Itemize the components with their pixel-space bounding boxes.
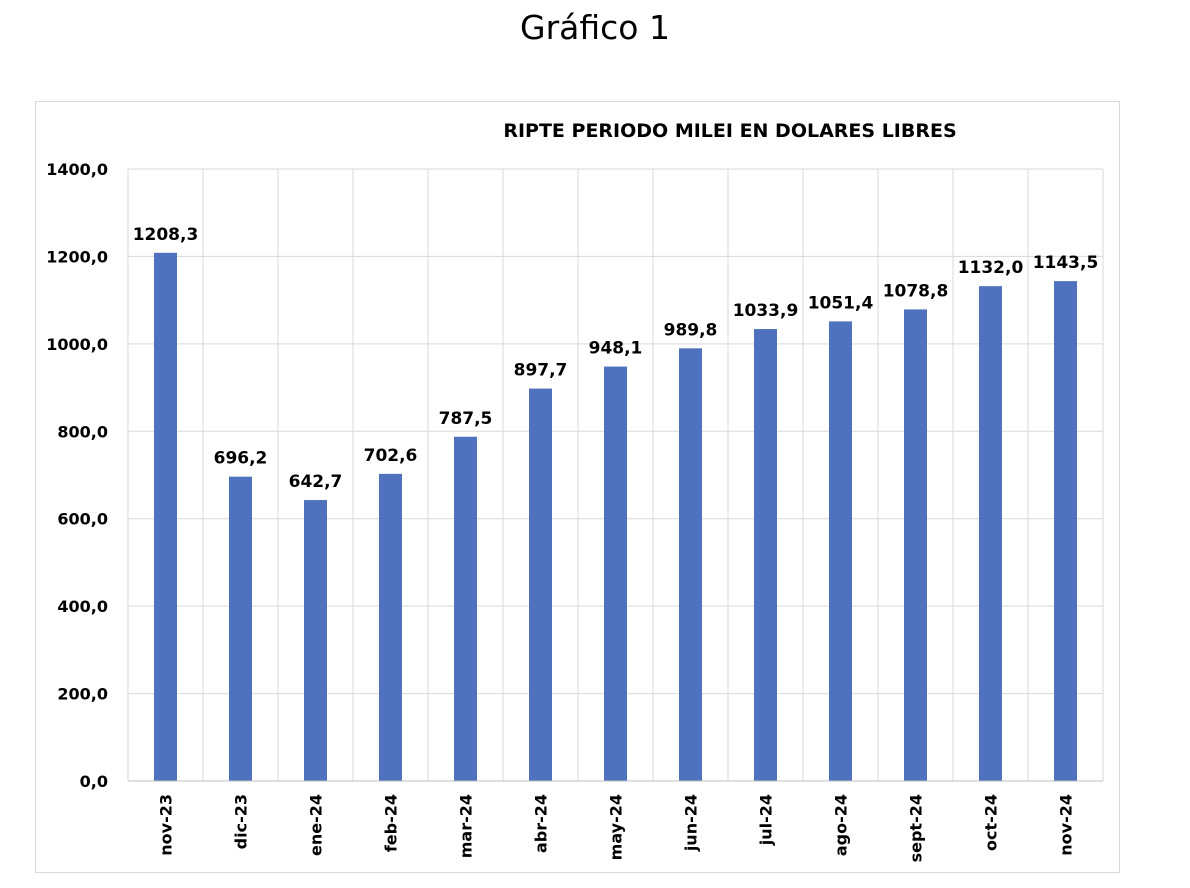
bar xyxy=(229,476,252,781)
data-label: 897,7 xyxy=(514,361,568,381)
x-category-label: ago-24 xyxy=(832,794,851,856)
y-tick-label: 600,0 xyxy=(57,510,108,529)
data-labels: 1208,3 696,2 642,7 702,6 787,5 897,7 948,1 989,… xyxy=(133,225,1099,492)
x-category-label: jun-24 xyxy=(682,794,701,852)
x-category-label: jul-24 xyxy=(757,794,776,846)
x-category-label: dic-23 xyxy=(232,794,251,849)
data-label: 1132,0 xyxy=(958,258,1024,278)
bar xyxy=(529,388,552,781)
bar xyxy=(604,366,627,781)
x-category-label: mar-24 xyxy=(457,794,476,858)
bar xyxy=(679,348,702,781)
gridlines xyxy=(127,168,1104,781)
bar xyxy=(454,436,477,781)
data-label: 1143,5 xyxy=(1033,253,1099,273)
y-tick-label: 1000,0 xyxy=(46,335,108,354)
x-category-label: feb-24 xyxy=(382,794,401,852)
bar xyxy=(754,329,777,781)
bar xyxy=(829,321,852,781)
bar xyxy=(379,473,402,781)
data-label: 989,8 xyxy=(664,320,718,340)
x-category-label: abr-24 xyxy=(532,794,551,853)
y-tick-label: 800,0 xyxy=(57,422,108,441)
data-label: 1051,4 xyxy=(808,293,874,313)
data-label: 1078,8 xyxy=(883,281,949,301)
x-category-label: may-24 xyxy=(607,794,626,860)
x-category-label: nov-23 xyxy=(157,794,176,856)
y-tick-label: 1400,0 xyxy=(46,160,108,179)
x-category-label: nov-24 xyxy=(1057,794,1076,856)
x-category-label: oct-24 xyxy=(982,794,1001,851)
bar xyxy=(1054,281,1077,781)
bar xyxy=(904,309,927,781)
data-label: 1208,3 xyxy=(133,225,199,245)
chart-title: RIPTE PERIODO MILEI EN DOLARES LIBRES xyxy=(503,120,956,142)
bars xyxy=(154,252,1077,781)
chart-frame xyxy=(35,101,1120,873)
y-axis-ticks: 0,0 200,0 400,0 600,0 800,0 1000,0 1200,0 1400,… xyxy=(46,160,108,791)
x-category-label: sept-24 xyxy=(907,794,926,862)
data-label: 696,2 xyxy=(214,449,268,469)
data-label: 702,6 xyxy=(364,446,418,466)
bar xyxy=(979,286,1002,781)
page-title: Gráfico 1 xyxy=(520,8,670,47)
data-label: 642,7 xyxy=(289,472,343,492)
data-label: 787,5 xyxy=(439,409,493,429)
data-label: 1033,9 xyxy=(733,301,799,321)
y-tick-label: 400,0 xyxy=(57,597,108,616)
y-tick-label: 200,0 xyxy=(57,685,108,704)
bar xyxy=(154,252,177,781)
y-tick-label: 0,0 xyxy=(80,772,108,791)
bar xyxy=(304,500,327,781)
data-label: 948,1 xyxy=(589,339,643,359)
x-category-label: ene-24 xyxy=(307,794,326,856)
x-axis-categories: nov-23 dic-23 ene-24 feb-24 mar-24 abr-24 may-… xyxy=(157,794,1076,862)
y-tick-label: 1200,0 xyxy=(46,247,108,266)
